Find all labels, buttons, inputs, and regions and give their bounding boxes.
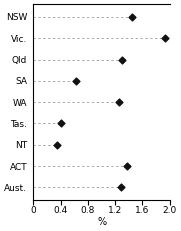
Point: [119, 185, 122, 189]
Point: [121, 58, 123, 61]
Point: [117, 100, 120, 104]
X-axis label: %: %: [97, 217, 106, 227]
Point: [131, 15, 134, 19]
Point: [59, 122, 62, 125]
Point: [74, 79, 77, 83]
Point: [56, 143, 59, 147]
Point: [163, 36, 166, 40]
Point: [126, 164, 129, 168]
